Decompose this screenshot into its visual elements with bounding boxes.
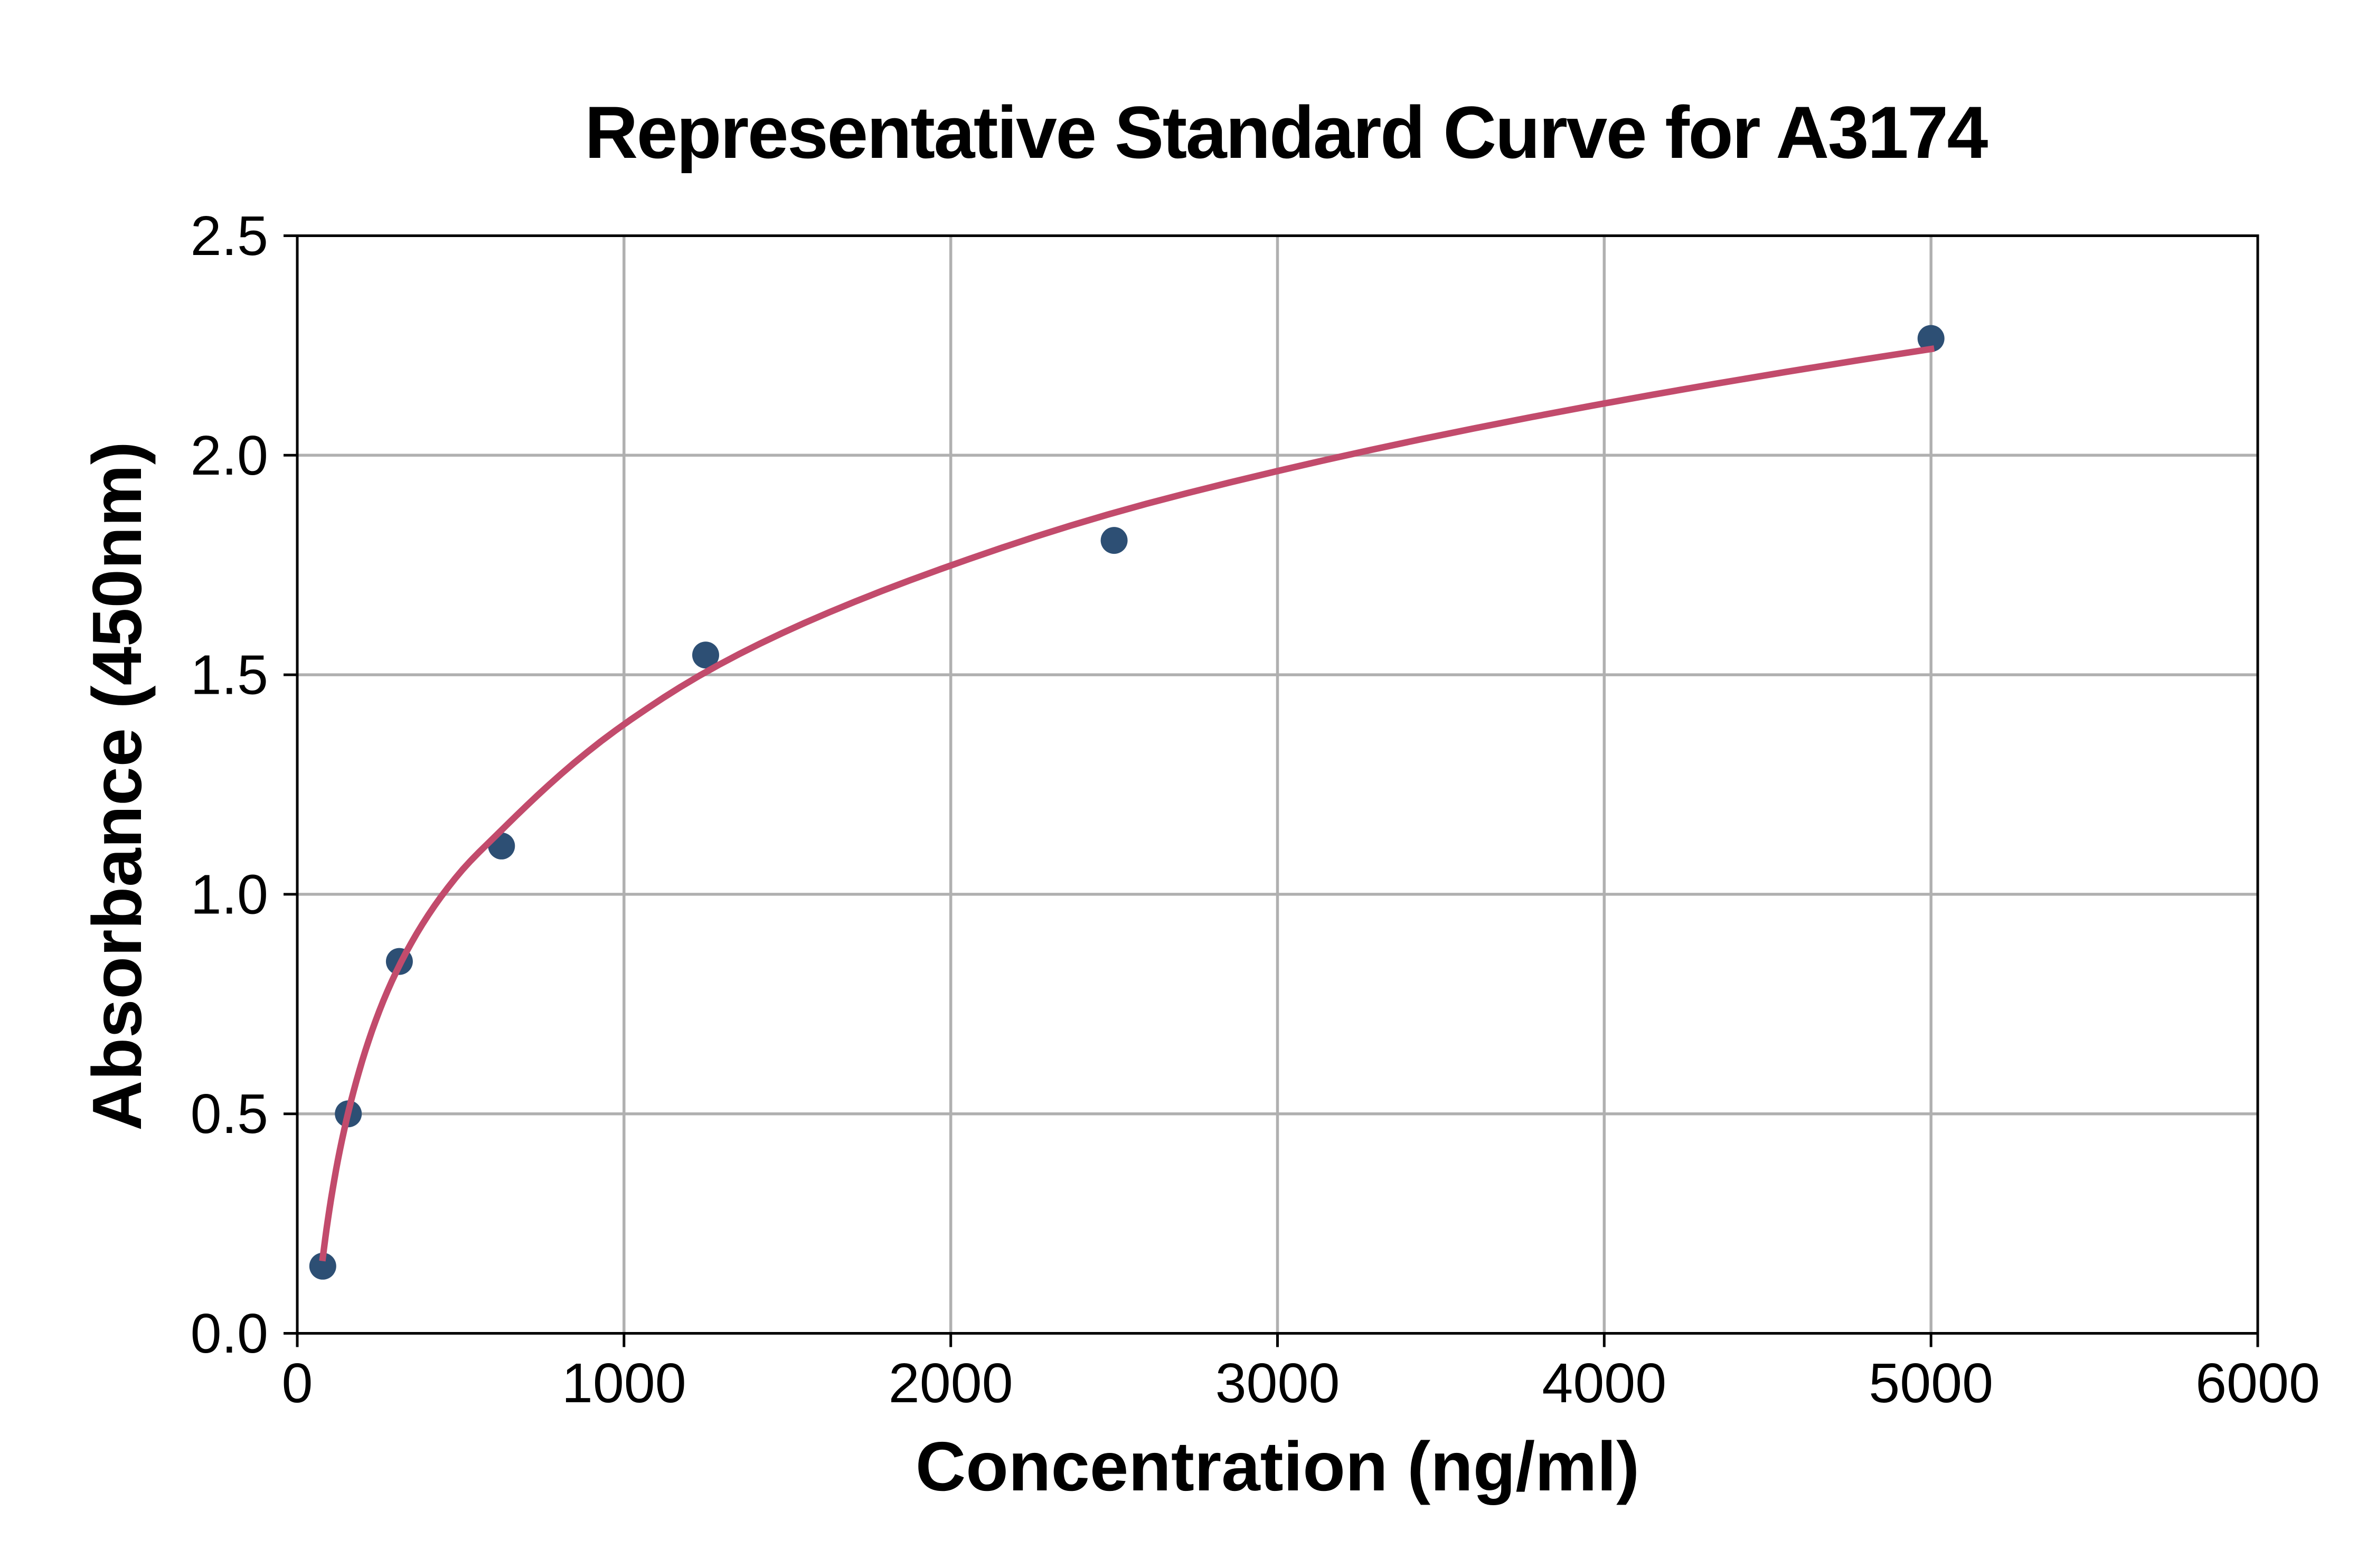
svg-text:1.5: 1.5 xyxy=(191,644,268,706)
svg-text:1.0: 1.0 xyxy=(191,863,268,925)
svg-text:Representative Standard Curve: Representative Standard Curve for A3174 xyxy=(584,91,1988,174)
svg-text:3000: 3000 xyxy=(1215,1352,1340,1414)
svg-text:2.5: 2.5 xyxy=(191,205,268,267)
svg-text:6000: 6000 xyxy=(2195,1352,2320,1414)
svg-text:4000: 4000 xyxy=(1542,1352,1666,1414)
svg-text:2000: 2000 xyxy=(889,1352,1013,1414)
svg-text:0.5: 0.5 xyxy=(191,1083,268,1145)
svg-text:0: 0 xyxy=(282,1352,313,1414)
svg-text:Concentration (ng/ml): Concentration (ng/ml) xyxy=(916,1428,1639,1505)
svg-text:5000: 5000 xyxy=(1869,1352,1993,1414)
svg-text:Absorbance (450nm): Absorbance (450nm) xyxy=(78,441,156,1131)
svg-text:0.0: 0.0 xyxy=(191,1302,268,1365)
svg-text:2.0: 2.0 xyxy=(191,424,268,487)
svg-text:1000: 1000 xyxy=(562,1352,686,1414)
